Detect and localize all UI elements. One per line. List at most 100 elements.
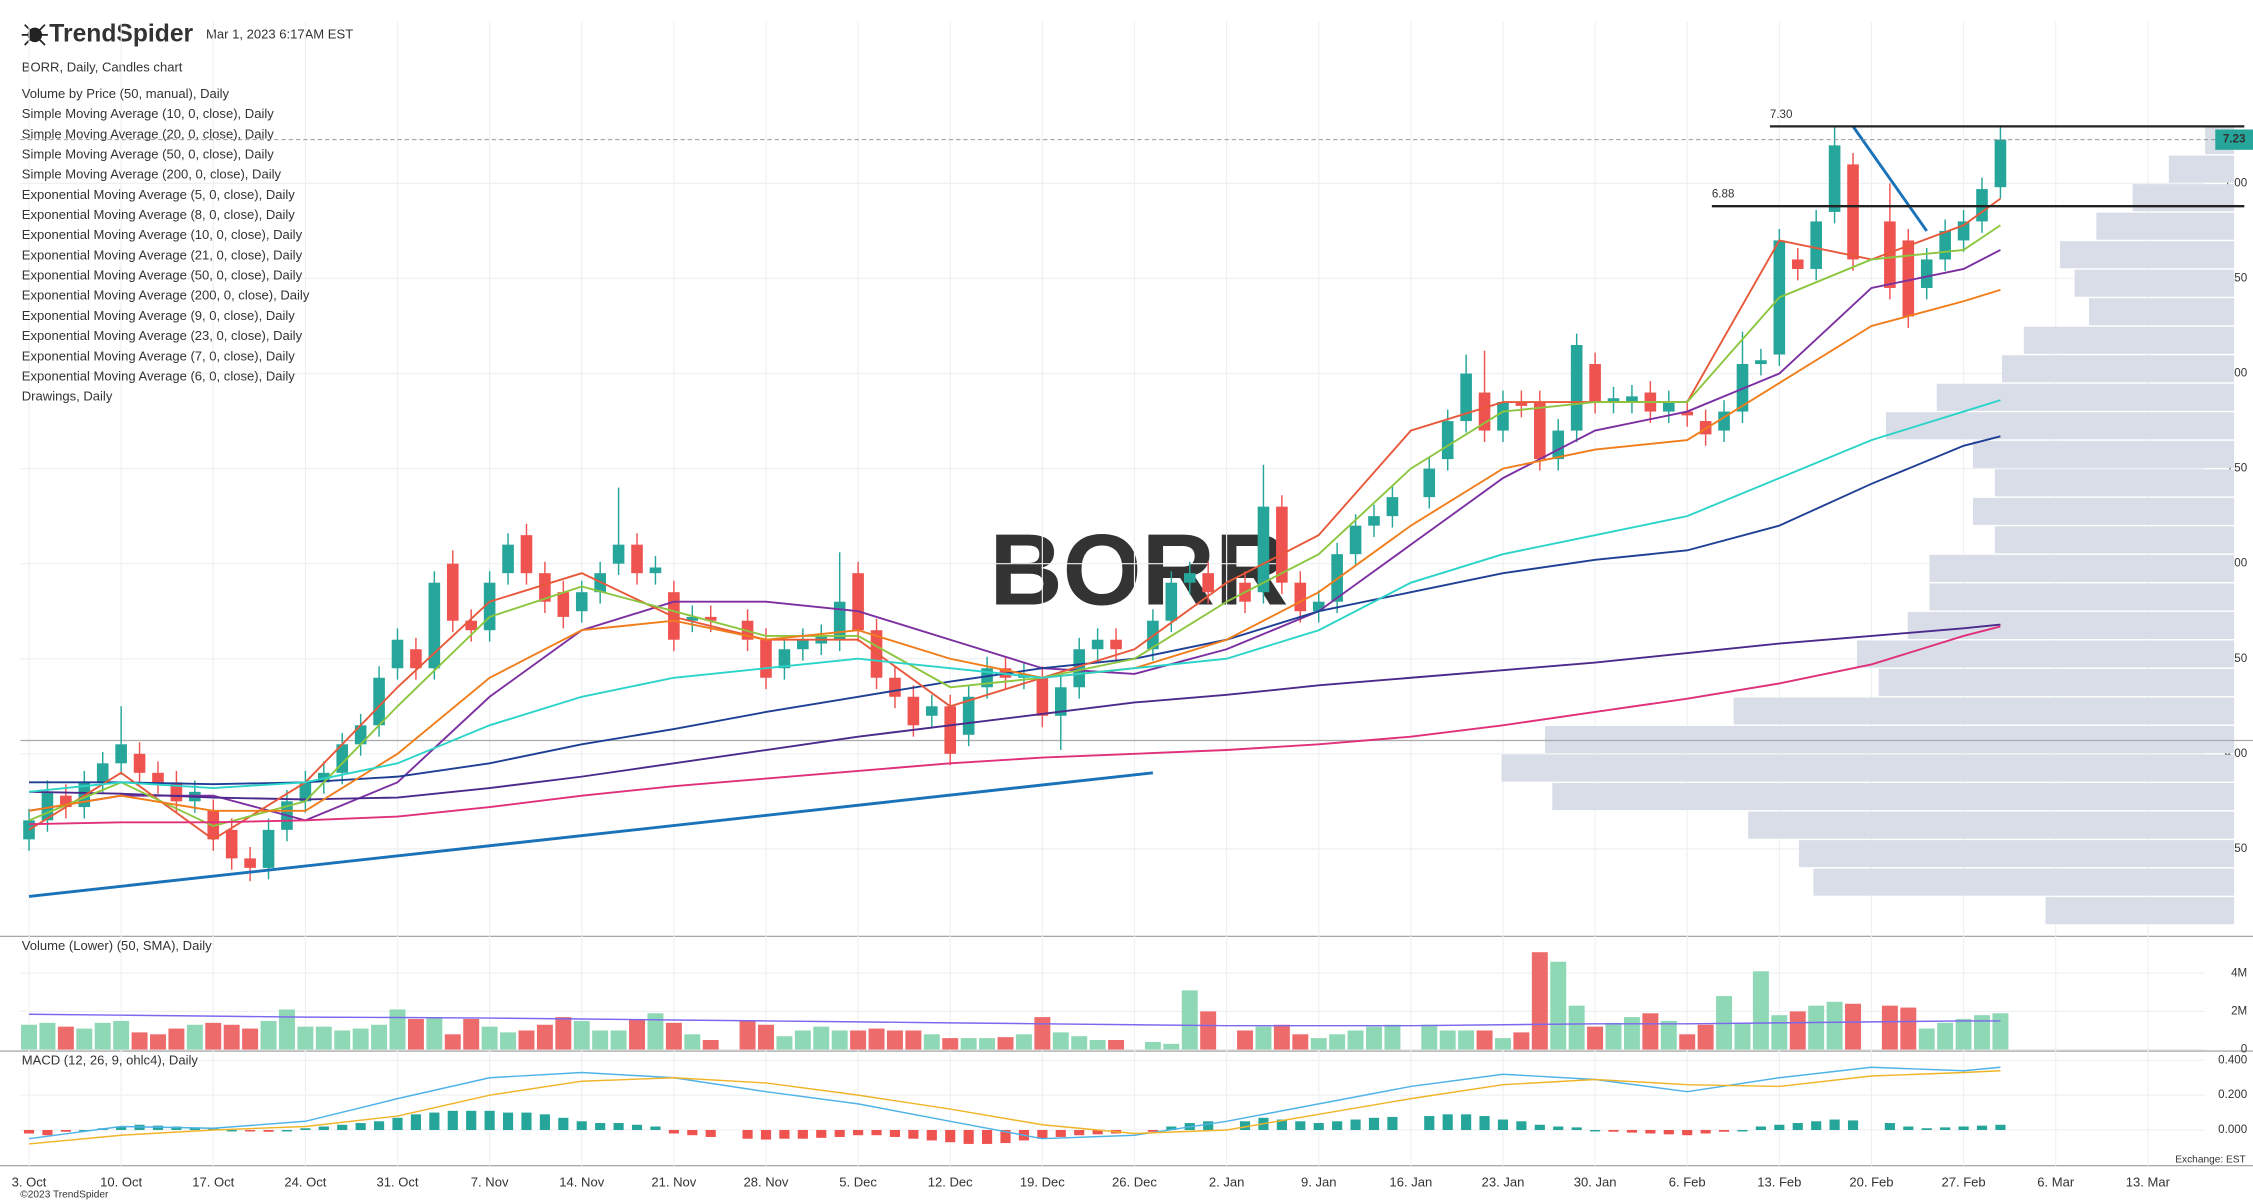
candle-body <box>1202 573 1214 593</box>
macd-histogram-bar <box>1424 1116 1435 1130</box>
x-tick-label: 27. Feb <box>1941 1175 1985 1190</box>
volume-bar <box>1734 1022 1751 1050</box>
volume-profile-bar <box>1936 383 2235 411</box>
volume-bar <box>1550 961 1567 1050</box>
macd-histogram-bar <box>1700 1129 1711 1134</box>
volume-profile-bar <box>2089 298 2235 326</box>
candle-body <box>1386 497 1399 517</box>
macd-histogram-bar <box>1534 1124 1545 1130</box>
macd-histogram-bar <box>779 1129 790 1139</box>
watermark: BORR <box>989 513 1288 627</box>
volume-bar <box>776 1036 793 1050</box>
volume-tick-label: 0 <box>2241 1043 2247 1056</box>
trendline <box>28 771 1154 898</box>
macd-histogram-bar <box>1571 1127 1582 1130</box>
volume-bar <box>407 1019 424 1050</box>
macd-histogram-bar <box>539 1114 550 1130</box>
candle-body <box>1570 345 1583 431</box>
macd-histogram-bar <box>337 1124 348 1130</box>
macd-histogram-bar <box>300 1128 311 1130</box>
candle-body <box>1847 164 1859 260</box>
candle-body <box>465 620 478 631</box>
volume-bar <box>223 1024 240 1050</box>
volume-bar <box>831 1030 848 1050</box>
candle-body <box>428 582 441 669</box>
volume-bar <box>1789 1011 1806 1050</box>
volume-bar <box>1366 1026 1382 1050</box>
x-tick-label: 13. Feb <box>1757 1175 1801 1190</box>
trendline <box>1851 125 1928 232</box>
volume-bar <box>684 1034 701 1050</box>
legend-item: Drawings, Daily <box>22 389 113 404</box>
candle-body <box>852 573 864 631</box>
macd-histogram-bar <box>889 1129 901 1137</box>
volume-bar <box>334 1030 351 1050</box>
macd-histogram-bar <box>116 1126 127 1130</box>
macd-histogram-bar <box>834 1129 845 1137</box>
macd-histogram-bar <box>1884 1123 1895 1130</box>
volume-bar <box>1992 1013 2009 1050</box>
candle-body <box>1091 639 1104 650</box>
macd-histogram-bar <box>521 1112 532 1130</box>
macd-histogram-bar <box>687 1129 698 1136</box>
volume-bar <box>794 1030 811 1050</box>
macd-histogram-bar <box>650 1126 661 1130</box>
volume-title: Volume (Lower) (50, SMA), Daily <box>22 938 212 953</box>
volume-bar <box>1476 1030 1493 1050</box>
moving-average <box>28 623 2001 801</box>
candle-body <box>1257 506 1270 593</box>
volume-bar <box>1034 1017 1051 1050</box>
macd-histogram-bar <box>1276 1119 1287 1130</box>
legend-item: Exponential Moving Average (200, 0, clos… <box>22 288 310 303</box>
volume-bar <box>518 1030 535 1050</box>
volume-bar <box>1071 1036 1088 1050</box>
x-tick-label: 6. Feb <box>1669 1175 1706 1190</box>
candle-body <box>962 696 975 735</box>
volume-bar <box>1881 1005 1898 1050</box>
macd-histogram-bar <box>226 1129 237 1132</box>
macd-histogram-bar <box>1921 1128 1932 1130</box>
candle-body <box>1073 649 1086 688</box>
volume-profile-bar <box>2002 355 2235 383</box>
candle-body <box>502 544 514 574</box>
candle-body <box>41 791 54 821</box>
volume-bar <box>463 1019 480 1050</box>
volume-profile-bar <box>1501 754 2235 782</box>
candle-body <box>1036 677 1049 716</box>
moving-average <box>29 435 2001 786</box>
candle-body <box>1552 430 1565 460</box>
legend-item: Simple Moving Average (10, 0, close), Da… <box>22 106 275 121</box>
candle-body <box>907 696 920 726</box>
volume-bar <box>1494 1038 1511 1050</box>
volume-tick-label: 2M <box>2231 1004 2247 1017</box>
macd-histogram-bar <box>613 1123 624 1130</box>
macd-histogram-bar <box>963 1129 974 1144</box>
volume-bar <box>1697 1024 1714 1050</box>
logo <box>21 24 48 46</box>
moving-average <box>28 625 2001 826</box>
macd-histogram-bar <box>1774 1124 1785 1130</box>
candle-body <box>299 782 312 802</box>
macd-histogram-bar <box>1368 1117 1380 1130</box>
x-tick-label: 20. Feb <box>1849 1175 1893 1190</box>
macd-histogram-bar <box>1792 1123 1803 1130</box>
macd-histogram-bar <box>797 1129 808 1139</box>
volume-bar <box>1108 1040 1125 1050</box>
timestamp: Mar 1, 2023 6:17AM EST <box>206 26 353 41</box>
x-tick-label: 30. Jan <box>1574 1175 1617 1190</box>
volume-profile-bar <box>1885 412 2235 440</box>
macd-histogram-bar <box>1074 1129 1085 1136</box>
macd-histogram-bar <box>1903 1126 1914 1130</box>
candle-body <box>1110 639 1122 650</box>
macd-histogram-bar <box>1682 1129 1693 1136</box>
candle-body <box>612 544 625 564</box>
volume-bar <box>1808 1005 1825 1050</box>
volume-bar <box>592 1030 609 1050</box>
macd-histogram-bar <box>189 1127 200 1130</box>
candle-body <box>1312 601 1325 612</box>
volume-bar <box>1845 1003 1862 1050</box>
volume-bar <box>371 1024 388 1050</box>
volume-bar <box>76 1028 93 1050</box>
